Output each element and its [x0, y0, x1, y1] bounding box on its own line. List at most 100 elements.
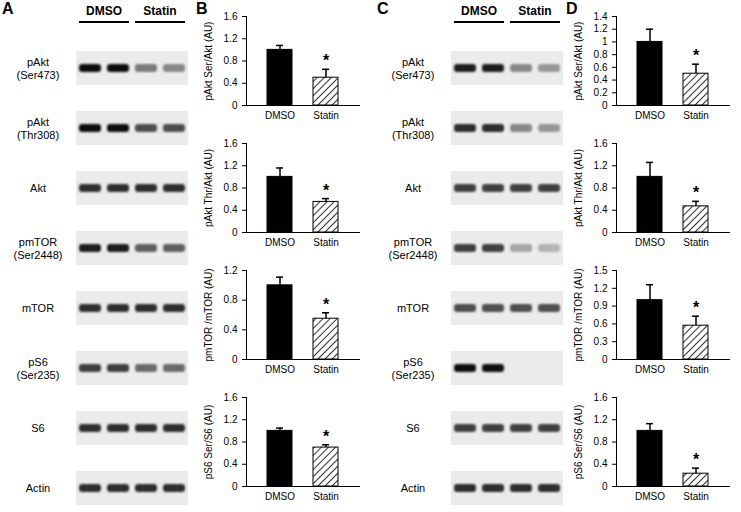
svg-text:DMSO: DMSO	[265, 364, 295, 375]
svg-text:1: 1	[602, 36, 608, 47]
svg-text:1.2: 1.2	[594, 160, 608, 171]
svg-text:(Ser2448): (Ser2448)	[389, 249, 438, 261]
svg-text:(Ser235): (Ser235)	[392, 369, 435, 381]
svg-text:(Ser473): (Ser473)	[392, 69, 435, 81]
svg-text:S6: S6	[31, 422, 44, 434]
svg-text:DMSO: DMSO	[635, 237, 665, 248]
svg-text:DMSO: DMSO	[265, 110, 295, 121]
svg-text:0.6: 0.6	[594, 62, 608, 73]
svg-text:0.8: 0.8	[594, 436, 608, 447]
svg-text:1.6: 1.6	[594, 138, 608, 149]
svg-text:(Thr308): (Thr308)	[17, 129, 59, 141]
svg-text:DMSO: DMSO	[265, 491, 295, 502]
svg-text:0.8: 0.8	[224, 294, 238, 305]
svg-text:0.8: 0.8	[224, 182, 238, 193]
svg-text:pmTOR /mTOR (AU): pmTOR /mTOR (AU)	[573, 269, 584, 362]
svg-text:0.4: 0.4	[594, 74, 608, 85]
svg-text:0.8: 0.8	[224, 55, 238, 66]
svg-text:DMSO: DMSO	[635, 364, 665, 375]
svg-text:pAkt Thr/Akt (AU): pAkt Thr/Akt (AU)	[203, 149, 214, 227]
svg-text:*: *	[693, 299, 700, 316]
svg-text:0: 0	[602, 227, 608, 238]
svg-text:0: 0	[232, 100, 238, 111]
svg-text:*: *	[693, 47, 700, 64]
svg-text:(Ser473): (Ser473)	[17, 69, 60, 81]
svg-text:pAkt: pAkt	[27, 56, 49, 68]
svg-text:0.4: 0.4	[594, 458, 608, 469]
svg-text:DMSO: DMSO	[461, 4, 497, 18]
svg-text:Statin: Statin	[143, 4, 176, 18]
svg-text:0.4: 0.4	[224, 77, 238, 88]
svg-text:0.6: 0.6	[594, 318, 608, 329]
svg-text:0.4: 0.4	[594, 204, 608, 215]
svg-text:pAkt: pAkt	[402, 116, 424, 128]
svg-text:pmTOR: pmTOR	[19, 236, 57, 248]
svg-text:1.6: 1.6	[594, 392, 608, 403]
svg-text:*: *	[323, 296, 330, 313]
svg-text:*: *	[693, 451, 700, 468]
svg-text:0: 0	[232, 481, 238, 492]
svg-text:Statin: Statin	[313, 237, 339, 248]
svg-text:*: *	[323, 428, 330, 445]
svg-text:(Thr308): (Thr308)	[392, 129, 434, 141]
svg-text:0: 0	[232, 354, 238, 365]
svg-text:Statin: Statin	[313, 491, 339, 502]
svg-text:0.2: 0.2	[594, 87, 608, 98]
svg-text:1.6: 1.6	[224, 11, 238, 22]
svg-text:Statin: Statin	[313, 364, 339, 375]
svg-text:DMSO: DMSO	[635, 110, 665, 121]
svg-text:pAkt: pAkt	[27, 116, 49, 128]
svg-text:1.2: 1.2	[224, 160, 238, 171]
svg-text:pAkt Ser/Akt (AU): pAkt Ser/Akt (AU)	[573, 22, 584, 101]
svg-text:pS6 Ser/S6 (AU): pS6 Ser/S6 (AU)	[203, 405, 214, 479]
svg-text:pAkt: pAkt	[402, 56, 424, 68]
svg-text:mTOR: mTOR	[397, 302, 429, 314]
svg-text:0.3: 0.3	[594, 336, 608, 347]
svg-text:DMSO: DMSO	[265, 237, 295, 248]
svg-text:Statin: Statin	[313, 110, 339, 121]
svg-text:Akt: Akt	[405, 182, 421, 194]
svg-text:1.2: 1.2	[224, 265, 238, 276]
svg-text:Actin: Actin	[26, 482, 50, 494]
svg-text:0: 0	[232, 227, 238, 238]
svg-text:Statin: Statin	[683, 364, 709, 375]
svg-text:1.5: 1.5	[594, 265, 608, 276]
svg-text:0.8: 0.8	[224, 436, 238, 447]
svg-text:1.6: 1.6	[224, 138, 238, 149]
svg-text:1.2: 1.2	[224, 414, 238, 425]
svg-text:pAkt Ser/Akt (AU): pAkt Ser/Akt (AU)	[203, 22, 214, 101]
svg-text:1.2: 1.2	[594, 414, 608, 425]
svg-text:0: 0	[602, 354, 608, 365]
svg-text:*: *	[323, 182, 330, 199]
svg-text:pmTOR: pmTOR	[394, 236, 432, 248]
svg-text:(Ser235): (Ser235)	[17, 369, 60, 381]
svg-text:S6: S6	[406, 422, 419, 434]
svg-text:0.4: 0.4	[224, 324, 238, 335]
svg-text:Statin: Statin	[518, 4, 551, 18]
svg-text:pAkt Thr/Akt (AU): pAkt Thr/Akt (AU)	[573, 149, 584, 227]
svg-text:Statin: Statin	[683, 110, 709, 121]
svg-text:1.6: 1.6	[224, 392, 238, 403]
svg-text:Statin: Statin	[683, 491, 709, 502]
svg-text:1.2: 1.2	[224, 33, 238, 44]
svg-text:1.2: 1.2	[594, 23, 608, 34]
svg-text:0.9: 0.9	[594, 300, 608, 311]
svg-text:pS6: pS6	[403, 356, 423, 368]
svg-text:0.4: 0.4	[224, 204, 238, 215]
svg-text:mTOR: mTOR	[22, 302, 54, 314]
svg-text:0: 0	[602, 481, 608, 492]
svg-text:pS6: pS6	[28, 356, 48, 368]
svg-text:0.8: 0.8	[594, 182, 608, 193]
svg-text:*: *	[693, 184, 700, 201]
svg-text:pS6 Ser/S6 (AU): pS6 Ser/S6 (AU)	[573, 405, 584, 479]
svg-text:(Ser2448): (Ser2448)	[14, 249, 63, 261]
svg-text:0.4: 0.4	[224, 458, 238, 469]
svg-text:1.2: 1.2	[594, 283, 608, 294]
svg-text:0: 0	[602, 100, 608, 111]
svg-text:1.4: 1.4	[594, 11, 608, 22]
svg-text:Statin: Statin	[683, 237, 709, 248]
svg-text:*: *	[323, 52, 330, 69]
svg-text:Actin: Actin	[401, 482, 425, 494]
svg-text:DMSO: DMSO	[635, 491, 665, 502]
svg-text:DMSO: DMSO	[86, 4, 122, 18]
